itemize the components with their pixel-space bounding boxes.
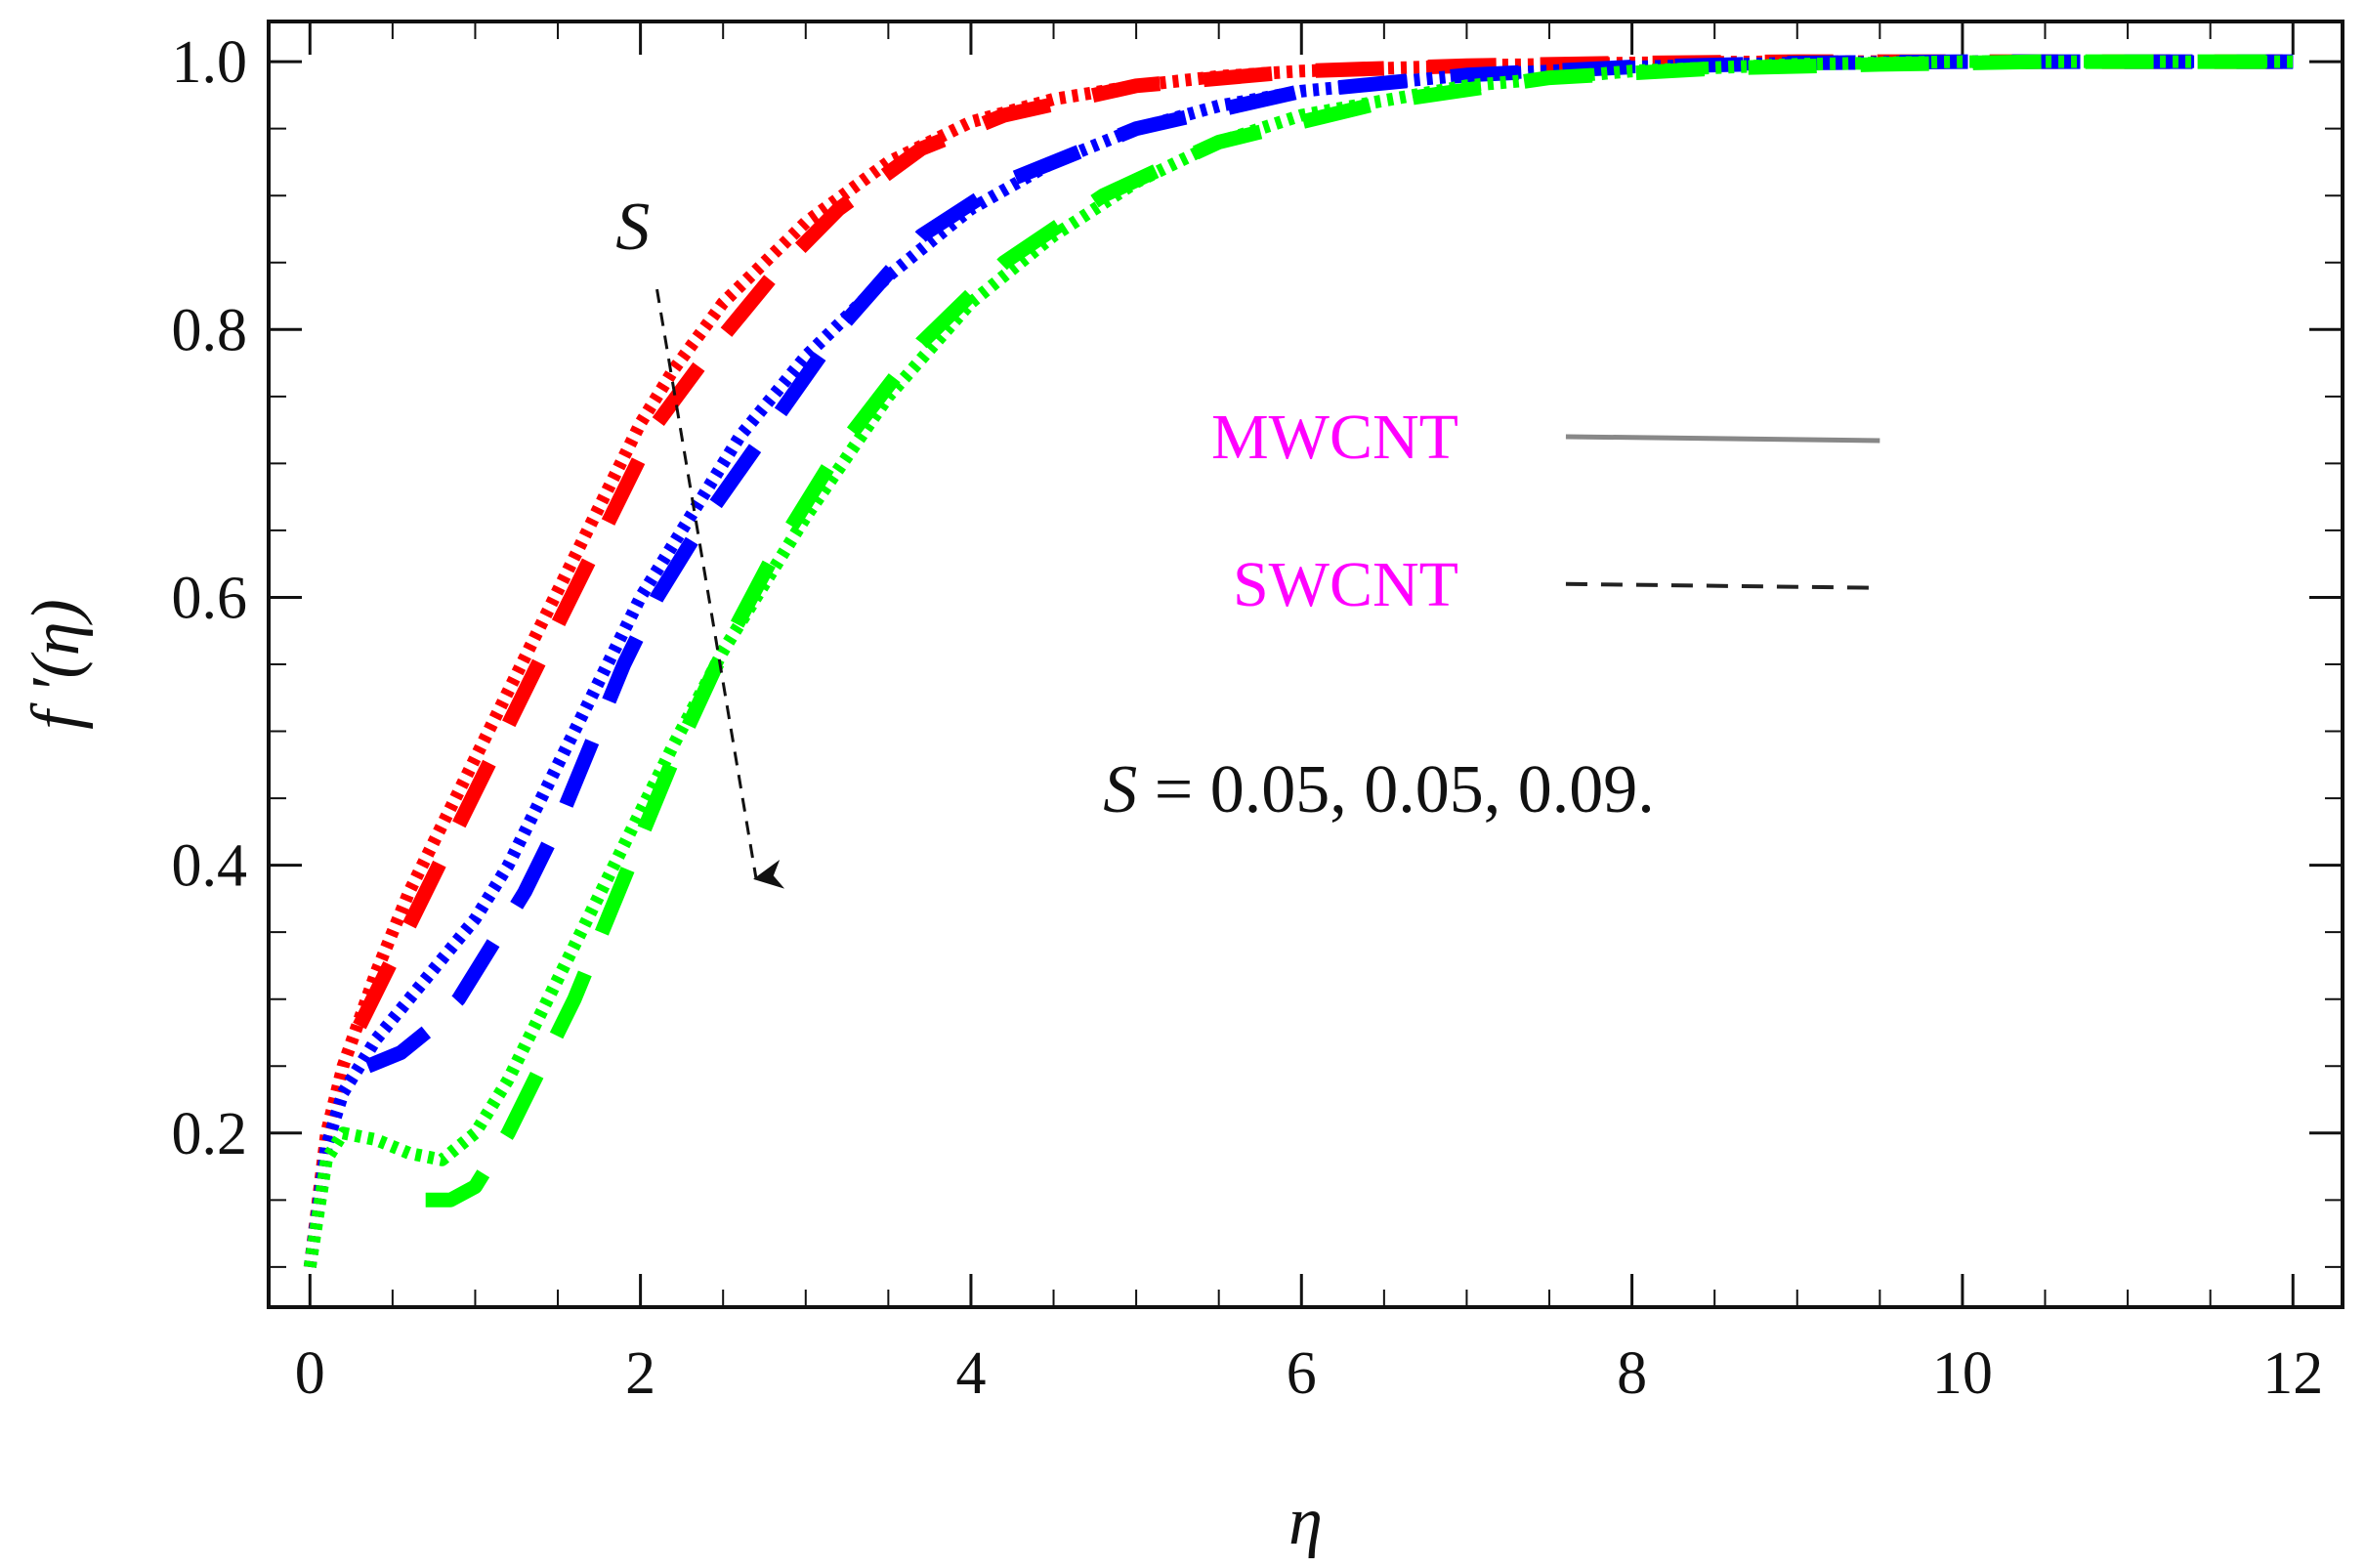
y-tick-label: 0.6 (172, 565, 248, 631)
x-tick-label: 0 (295, 1340, 325, 1407)
ticks-layer: 0 2 4 6 8 10 12 0.2 0.4 0.6 0.8 1.0 (172, 21, 2343, 1407)
legend-label-swcnt: SWCNT (1233, 549, 1458, 620)
y-tick-label: 1.0 (172, 29, 248, 96)
legend: MWCNT SWCNT (1211, 402, 1880, 620)
y-tick-label: 0.2 (172, 1101, 248, 1167)
series-line-5 (425, 54, 2294, 1208)
annotation-layer: S S = 0.05, 0.05, 0.09. (615, 190, 1655, 889)
arrow-label: S (615, 190, 650, 265)
x-tick-label: 8 (1617, 1340, 1647, 1407)
series-line-2 (303, 55, 2294, 1268)
parameter-arrow (655, 288, 785, 889)
x-axis-title: η (1288, 1484, 1323, 1559)
parameter-symbol: S (1103, 752, 1137, 827)
series-line-4 (303, 55, 2294, 1268)
x-tick-label: 2 (625, 1340, 655, 1407)
y-tick-label: 0.4 (172, 833, 248, 900)
y-axis-title: f ′(η) (19, 599, 94, 730)
series-layer (303, 54, 2294, 1268)
x-tick-label: 10 (1932, 1340, 1993, 1407)
series-line-0 (303, 55, 2294, 1268)
x-tick-label: 12 (2262, 1340, 2323, 1407)
parameter-values-annotation: S = 0.05, 0.05, 0.09. (1103, 752, 1654, 827)
legend-line-swcnt (1565, 581, 1880, 590)
x-tick-label: 4 (955, 1340, 986, 1407)
parameter-values: = 0.05, 0.05, 0.09. (1137, 752, 1654, 827)
x-tick-label: 6 (1287, 1340, 1317, 1407)
plot-frame (267, 20, 2344, 1309)
y-tick-label: 0.8 (172, 297, 248, 363)
legend-label-mwcnt: MWCNT (1211, 402, 1458, 473)
legend-line-mwcnt (1565, 434, 1880, 444)
